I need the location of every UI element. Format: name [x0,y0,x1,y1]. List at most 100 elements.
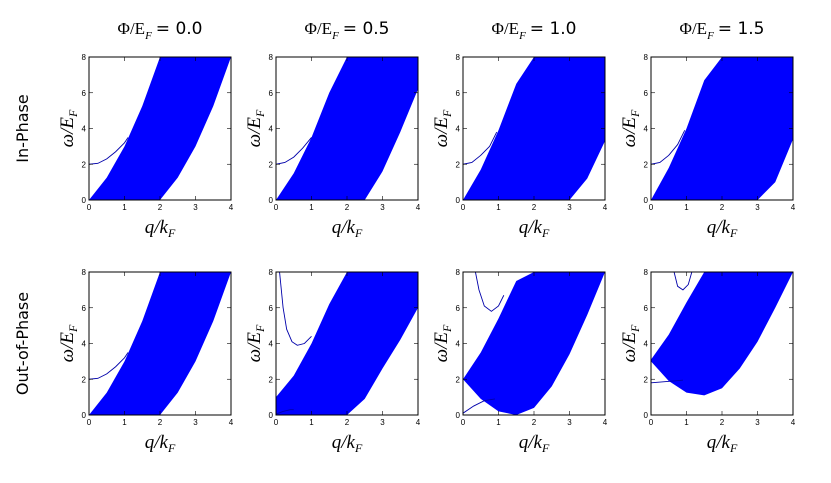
y-axis-label: ω/EF [57,109,80,147]
title-main: Φ/E [305,19,333,38]
title-sub: F [331,30,339,42]
title-main: Φ/E [680,19,708,38]
x-label-main: q/k [332,217,356,238]
x-tick-label: 2 [158,203,163,212]
y-tick-label: 6 [82,89,87,98]
y-axis-label: ω/EF [57,324,80,362]
x-tick-label: 1 [496,203,501,212]
plasmon-curve [463,131,498,165]
row-label: In-Phase [13,94,32,162]
y-axis-label: ω/EF [244,109,267,147]
column-title: Φ/EF = 1.5 [680,19,765,42]
y-label-main: ω/E [244,332,265,363]
x-tick-label: 2 [158,418,163,427]
y-tick-label: 2 [82,375,87,384]
x-tick-label: 0 [461,418,466,427]
plasmon-curve [276,409,294,415]
x-label-main: q/k [145,432,169,453]
y-tick-label: 0 [82,196,87,205]
x-tick-label: 1 [496,418,501,427]
x-tick-label: 1 [684,418,689,427]
x-tick-label: 0 [461,203,466,212]
x-tick-label: 4 [603,418,608,427]
title-sub: F [518,30,526,42]
y-tick-label: 2 [644,160,649,169]
y-tick-label: 4 [644,125,649,134]
continuum-band [276,272,418,415]
plasmon-curve [673,272,693,291]
title-value: = 0.5 [343,19,390,39]
x-label-sub: F [541,226,550,240]
title-value: = 0.0 [156,19,203,39]
x-tick-label: 3 [380,418,385,427]
y-tick-label: 6 [456,89,461,98]
x-tick-label: 1 [309,203,314,212]
y-tick-label: 0 [456,196,461,205]
y-tick-label: 2 [456,160,461,169]
x-tick-label: 2 [532,203,537,212]
x-label-main: q/k [707,432,731,453]
x-label-main: q/k [707,217,731,238]
y-tick-label: 6 [82,304,87,313]
title-main: Φ/E [118,19,146,38]
y-label-sub: F [628,109,642,118]
y-tick-label: 6 [269,304,274,313]
x-axis-label: q/kF [145,432,176,455]
column-title: Φ/EF = 0.0 [118,19,203,42]
y-tick-label: 4 [456,340,461,349]
y-label-main: ω/E [619,332,640,363]
plasmon-curve [651,130,686,165]
column-title: Φ/EF = 1.0 [492,19,577,42]
y-tick-label: 8 [269,53,274,62]
x-tick-label: 3 [755,203,760,212]
x-tick-label: 3 [380,203,385,212]
continuum-band [89,272,231,415]
y-label-main: ω/E [619,117,640,148]
x-tick-label: 3 [193,418,198,427]
x-tick-label: 4 [229,203,234,212]
x-tick-label: 2 [345,203,350,212]
y-tick-label: 8 [644,53,649,62]
title-value: = 1.0 [530,19,577,39]
y-tick-label: 8 [82,268,87,277]
x-label-sub: F [729,226,738,240]
title-sub: F [706,30,714,42]
y-tick-label: 8 [456,53,461,62]
x-axis-label: q/kF [707,217,738,240]
y-tick-label: 6 [456,304,461,313]
x-label-sub: F [354,226,363,240]
y-tick-label: 4 [456,125,461,134]
y-label-main: ω/E [57,117,78,148]
x-tick-label: 4 [791,203,796,212]
x-label-main: q/k [519,217,543,238]
x-tick-label: 3 [567,203,572,212]
y-tick-label: 6 [269,89,274,98]
x-tick-label: 2 [532,418,537,427]
x-label-sub: F [354,441,363,455]
y-tick-label: 2 [82,160,87,169]
y-tick-label: 0 [644,411,649,420]
y-tick-label: 6 [644,304,649,313]
x-label-sub: F [167,441,176,455]
y-label-sub: F [440,109,454,118]
x-label-sub: F [541,441,550,455]
y-label-main: ω/E [431,332,452,363]
x-tick-label: 0 [87,203,92,212]
continuum-band [276,57,418,200]
plasmon-curve [89,137,129,165]
y-axis-label: ω/EF [244,324,267,362]
y-tick-label: 4 [269,125,274,134]
x-label-main: q/k [332,432,356,453]
y-label-main: ω/E [431,117,452,148]
plasmon-curve [463,398,496,414]
continuum-band [463,272,605,415]
y-axis-label: ω/EF [431,109,454,147]
continuum-band [89,57,231,200]
y-tick-label: 2 [269,160,274,169]
y-axis-label: ω/EF [619,109,642,147]
